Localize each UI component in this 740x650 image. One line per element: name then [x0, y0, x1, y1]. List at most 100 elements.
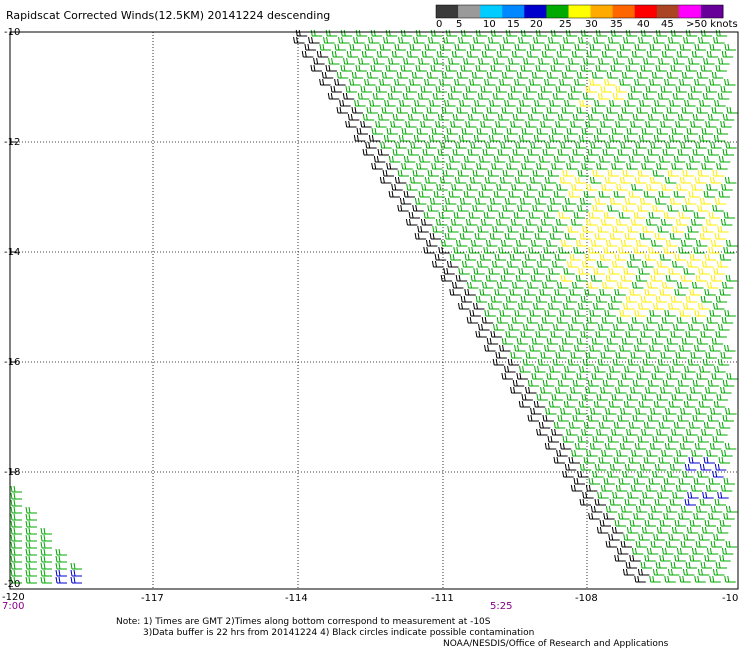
wind-barb: [557, 379, 570, 387]
wind-barb: [681, 337, 694, 345]
wind-barb: [622, 204, 634, 212]
wind-barb: [652, 470, 664, 478]
wind-barb: [580, 29, 593, 37]
wind-barb: [611, 127, 623, 135]
lon-tick-label: -114: [285, 593, 308, 604]
wind-barb: [598, 456, 610, 464]
wind-barb: [688, 57, 700, 65]
wind-barb: [678, 512, 690, 520]
wind-barb: [690, 351, 702, 359]
wind-barb: [566, 393, 578, 401]
wind-barb: [690, 85, 702, 93]
wind-barb: [644, 288, 656, 296]
wind-barb: [671, 526, 684, 534]
wind-barb: [611, 428, 623, 436]
plot-frame: [9, 31, 739, 590]
wind-barb: [667, 204, 679, 212]
wind-barb: [460, 29, 473, 37]
wind-barb: [565, 64, 577, 72]
wind-barb: [478, 190, 491, 198]
wind-barb: [675, 85, 687, 93]
wind-barb: [412, 204, 424, 212]
wind-barb: [10, 576, 22, 584]
wind-barb: [581, 162, 593, 170]
wind-barb: [555, 85, 567, 93]
wind-barb: [484, 78, 496, 86]
wind-barb: [670, 29, 683, 37]
legend-swatch: [458, 5, 481, 18]
wind-barb: [308, 36, 320, 44]
wind-barb: [637, 568, 650, 576]
wind-barb: [357, 92, 370, 100]
wind-barb: [488, 134, 501, 142]
time-label-center: 5:25: [490, 601, 513, 612]
wind-barb: [625, 330, 637, 338]
wind-barb: [508, 323, 520, 331]
wind-barb: [564, 99, 576, 107]
wind-barb: [651, 372, 663, 380]
wind-barb: [705, 386, 717, 394]
wind-barb: [694, 344, 706, 352]
wind-barb: [432, 225, 444, 233]
wind-barb: [673, 421, 686, 429]
wind-barb: [440, 239, 453, 247]
wind-barb: [700, 29, 713, 37]
wind-barb: [576, 71, 589, 79]
wind-barb: [466, 183, 478, 191]
wind-barb: [714, 197, 727, 205]
wind-barb: [516, 337, 529, 345]
wind-barb: [398, 36, 410, 44]
wind-barb: [659, 519, 672, 527]
wind-barb: [490, 64, 502, 72]
wind-barb: [408, 211, 421, 219]
wind-barb: [650, 407, 662, 415]
legend-swatch: [546, 5, 569, 18]
wind-barb: [505, 29, 518, 37]
wind-barb: [673, 456, 685, 464]
wind-barb: [458, 302, 470, 310]
wind-barb: [416, 162, 428, 170]
wind-barb: [703, 421, 716, 429]
wind-barb: [698, 400, 711, 408]
wind-barb: [702, 491, 714, 499]
wind-barb: [702, 225, 714, 233]
wind-barb: [421, 183, 433, 191]
wind-barb: [542, 379, 555, 387]
wind-barb: [560, 141, 572, 149]
wind-barb: [430, 64, 442, 72]
wind-barb: [668, 302, 680, 310]
wind-barb: [709, 43, 721, 51]
wind-barb: [519, 99, 531, 107]
wind-barb: [570, 120, 582, 128]
wind-barb: [465, 85, 477, 93]
wind-barb: [575, 141, 587, 149]
wind-barb: [536, 260, 549, 268]
wind-barb: [319, 43, 331, 51]
lon-tick-label: -10: [722, 593, 739, 604]
wind-barb: [658, 190, 671, 198]
wind-barb: [441, 106, 453, 114]
wind-barb: [536, 127, 548, 135]
wind-barb: [573, 477, 585, 485]
wind-barb: [10, 555, 22, 563]
wind-barb: [634, 78, 646, 86]
wind-barb: [497, 113, 510, 121]
wind-barb: [586, 449, 598, 457]
wind-barb: [40, 541, 52, 549]
wind-barb: [511, 183, 523, 191]
wind-barb: [613, 57, 625, 65]
wind-barb: [559, 78, 571, 86]
wind-barb: [573, 246, 585, 254]
wind-barb: [394, 43, 406, 51]
wind-barb: [512, 148, 525, 156]
wind-barb: [631, 547, 644, 555]
wind-barb: [676, 281, 689, 289]
wind-barb: [396, 106, 408, 114]
wind-barb: [495, 85, 507, 93]
wind-barb: [708, 477, 720, 485]
wind-barb: [530, 407, 542, 415]
wind-barb: [649, 442, 662, 450]
wind-barb: [464, 253, 477, 261]
wind-barb: [529, 176, 542, 184]
wind-barb: [530, 141, 542, 149]
